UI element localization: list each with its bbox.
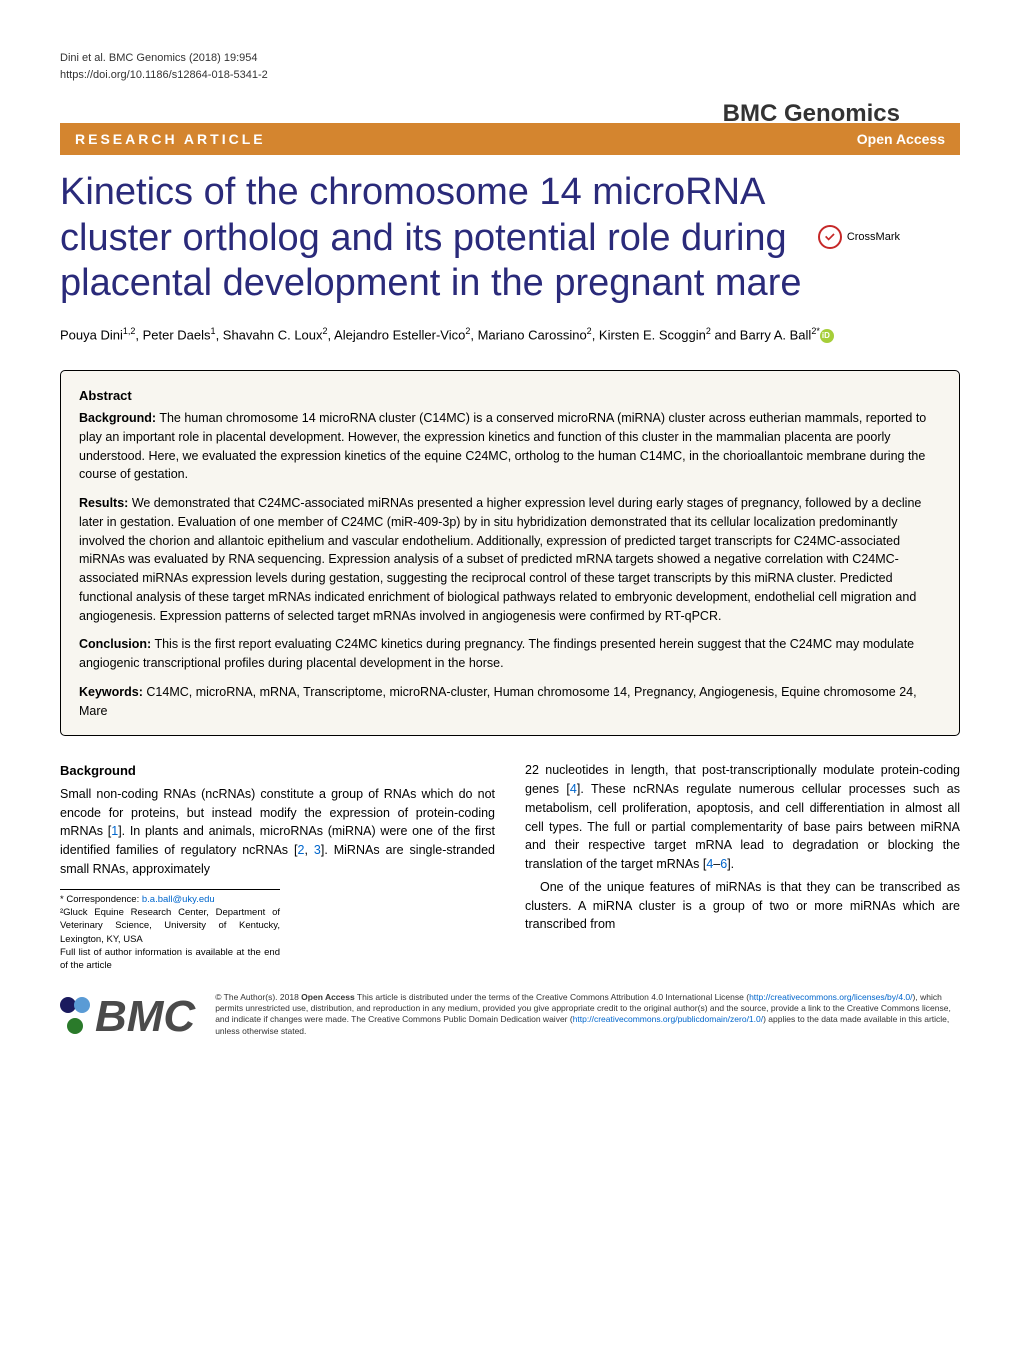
article-category: RESEARCH ARTICLE [75, 131, 266, 147]
ref-2[interactable]: 2 [298, 843, 305, 857]
bmc-logo-icon [60, 997, 90, 1037]
crossmark-badge[interactable]: CrossMark [818, 225, 900, 249]
abstract-keywords-label: Keywords: [79, 685, 143, 699]
license-link-2[interactable]: http://creativecommons.org/publicdomain/… [573, 1014, 763, 1024]
abstract-heading: Abstract [79, 386, 941, 406]
corr-email[interactable]: b.a.ball@uky.edu [142, 894, 215, 905]
authors: Pouya Dini1,2, Peter Daels1, Shavahn C. … [60, 325, 960, 345]
abstract-results-text: We demonstrated that C24MC-associated mi… [79, 496, 921, 623]
license-oa: Open Access [301, 992, 355, 1002]
more-info: Full list of author information is avail… [60, 947, 280, 971]
doi-text: https://doi.org/10.1186/s12864-018-5341-… [60, 69, 268, 81]
right-column: 22 nucleotides in length, that post-tran… [525, 761, 960, 972]
background-heading: Background [60, 761, 495, 781]
abstract-box: Abstract Background: The human chromosom… [60, 370, 960, 737]
citation: Dini et al. BMC Genomics (2018) 19:954 h… [60, 50, 960, 83]
abstract-conclusion: Conclusion: This is the first report eva… [79, 635, 941, 673]
affil-text: ²Gluck Equine Research Center, Departmen… [60, 907, 280, 945]
abstract-keywords-text: C14MC, microRNA, mRNA, Transcriptome, mi… [79, 685, 917, 718]
corr-label: * Correspondence: [60, 894, 139, 905]
ref-4a[interactable]: 4 [570, 782, 577, 796]
ref-3[interactable]: 3 [314, 843, 321, 857]
crossmark-label: CrossMark [847, 231, 900, 243]
abstract-background-text: The human chromosome 14 microRNA cluster… [79, 411, 926, 481]
right-paragraph-1: 22 nucleotides in length, that post-tran… [525, 761, 960, 874]
open-access-label: Open Access [857, 131, 945, 147]
orcid-icon[interactable] [820, 329, 834, 343]
abstract-background: Background: The human chromosome 14 micr… [79, 409, 941, 484]
footnotes: * Correspondence: b.a.ball@uky.edu ²Gluc… [60, 889, 280, 973]
license-link-1[interactable]: http://creativecommons.org/licenses/by/4… [749, 992, 912, 1002]
abstract-conclusion-text: This is the first report evaluating C24M… [79, 637, 914, 670]
license-text: © The Author(s). 2018 Open Access This a… [215, 992, 960, 1036]
ref-6[interactable]: 6 [720, 857, 727, 871]
ref-4b[interactable]: 4 [706, 857, 713, 871]
body-columns: Background Small non-coding RNAs (ncRNAs… [60, 761, 960, 972]
license-t1: This article is distributed under the te… [355, 992, 749, 1002]
abstract-conclusion-label: Conclusion: [79, 637, 151, 651]
ref-1[interactable]: 1 [111, 824, 118, 838]
abstract-background-label: Background: [79, 411, 156, 425]
license-row: BMC © The Author(s). 2018 Open Access Th… [60, 992, 960, 1052]
left-paragraph: Small non-coding RNAs (ncRNAs) constitut… [60, 785, 495, 879]
left-column: Background Small non-coding RNAs (ncRNAs… [60, 761, 495, 972]
abstract-results: Results: We demonstrated that C24MC-asso… [79, 494, 941, 625]
abstract-results-label: Results: [79, 496, 128, 510]
bmc-logo: BMC [60, 992, 195, 1042]
right-paragraph-2: One of the unique features of miRNAs is … [525, 878, 960, 934]
journal-brand: BMC Genomics [723, 100, 900, 128]
citation-text: Dini et al. BMC Genomics (2018) 19:954 [60, 52, 257, 64]
license-pre: © The Author(s). 2018 [215, 992, 301, 1002]
abstract-keywords: Keywords: C14MC, microRNA, mRNA, Transcr… [79, 683, 941, 721]
crossmark-icon [818, 225, 842, 249]
